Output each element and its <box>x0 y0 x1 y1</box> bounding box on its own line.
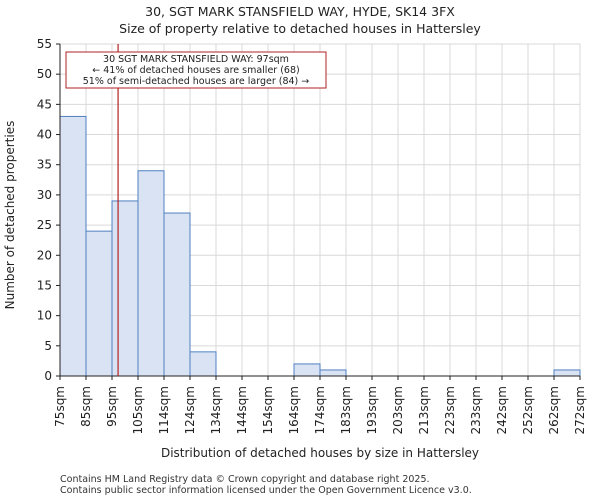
histogram-bar <box>319 369 347 377</box>
histogram-bar <box>293 363 321 377</box>
annotation-line: ← 41% of detached houses are smaller (68… <box>92 65 299 76</box>
x-tick-label: 154sqm <box>261 386 275 434</box>
histogram-bar <box>553 369 581 377</box>
x-tick-label: 203sqm <box>391 386 405 434</box>
annotation-line: 51% of semi-detached houses are larger (… <box>83 76 310 87</box>
y-tick-label: 25 <box>37 218 52 232</box>
x-tick-label: 174sqm <box>313 386 327 434</box>
x-tick-label: 85sqm <box>79 386 93 427</box>
y-tick-label: 5 <box>44 339 52 353</box>
y-tick-label: 15 <box>37 278 52 292</box>
histogram-chart: 0 5 10 15 20 25 30 35 40 45 50 55 75sqm 85sqm 95sqm 10… <box>3 37 587 460</box>
x-tick-label: 233sqm <box>469 386 483 434</box>
x-tick-label: 134sqm <box>209 386 223 434</box>
x-tick-label: 223sqm <box>443 386 457 434</box>
histogram-bar <box>137 170 165 377</box>
histogram-bar <box>85 230 113 377</box>
x-tick-label: 124sqm <box>183 386 197 434</box>
x-axis-label: Distribution of detached houses by size … <box>161 446 479 460</box>
x-tick-label: 95sqm <box>105 386 119 427</box>
y-tick-label: 10 <box>37 309 52 323</box>
chart-subtitle: Size of property relative to detached ho… <box>119 21 481 36</box>
x-tick-label: 164sqm <box>287 386 301 434</box>
x-tick-label: 272sqm <box>573 386 587 434</box>
x-tick-label: 262sqm <box>547 386 561 434</box>
chart-title: 30, SGT MARK STANSFIELD WAY, HYDE, SK14 … <box>145 4 455 19</box>
y-tick-label: 40 <box>37 128 52 142</box>
y-tick-label: 20 <box>37 248 52 262</box>
x-tick-label: 183sqm <box>339 386 353 434</box>
x-tick-label: 144sqm <box>235 386 249 434</box>
y-tick-label: 35 <box>37 158 52 172</box>
histogram-bar <box>189 351 217 377</box>
y-tick-label: 55 <box>37 37 52 51</box>
x-tick-label: 193sqm <box>365 386 379 434</box>
y-tick-label: 30 <box>37 188 52 202</box>
histogram-bar <box>111 200 139 377</box>
annotation-box <box>65 51 327 89</box>
y-axis-label: Number of detached properties <box>3 121 17 310</box>
annotation-line: 30 SGT MARK STANSFIELD WAY: 97sqm <box>103 54 289 65</box>
x-tick-label: 105sqm <box>131 386 145 434</box>
x-tick-label: 242sqm <box>495 386 509 434</box>
x-tick-label: 252sqm <box>521 386 535 434</box>
y-tick-label: 0 <box>44 369 52 383</box>
footer-line-2: Contains public sector information licen… <box>60 485 472 496</box>
y-tick-label: 45 <box>37 97 52 111</box>
x-tick-label: 213sqm <box>417 386 431 434</box>
histogram-bar <box>163 212 191 377</box>
histogram-bar <box>59 115 87 377</box>
x-tick-label: 75sqm <box>53 386 67 427</box>
y-tick-label: 50 <box>37 67 52 81</box>
footer-line-1: Contains HM Land Registry data © Crown c… <box>60 474 430 485</box>
x-tick-label: 114sqm <box>157 386 171 434</box>
